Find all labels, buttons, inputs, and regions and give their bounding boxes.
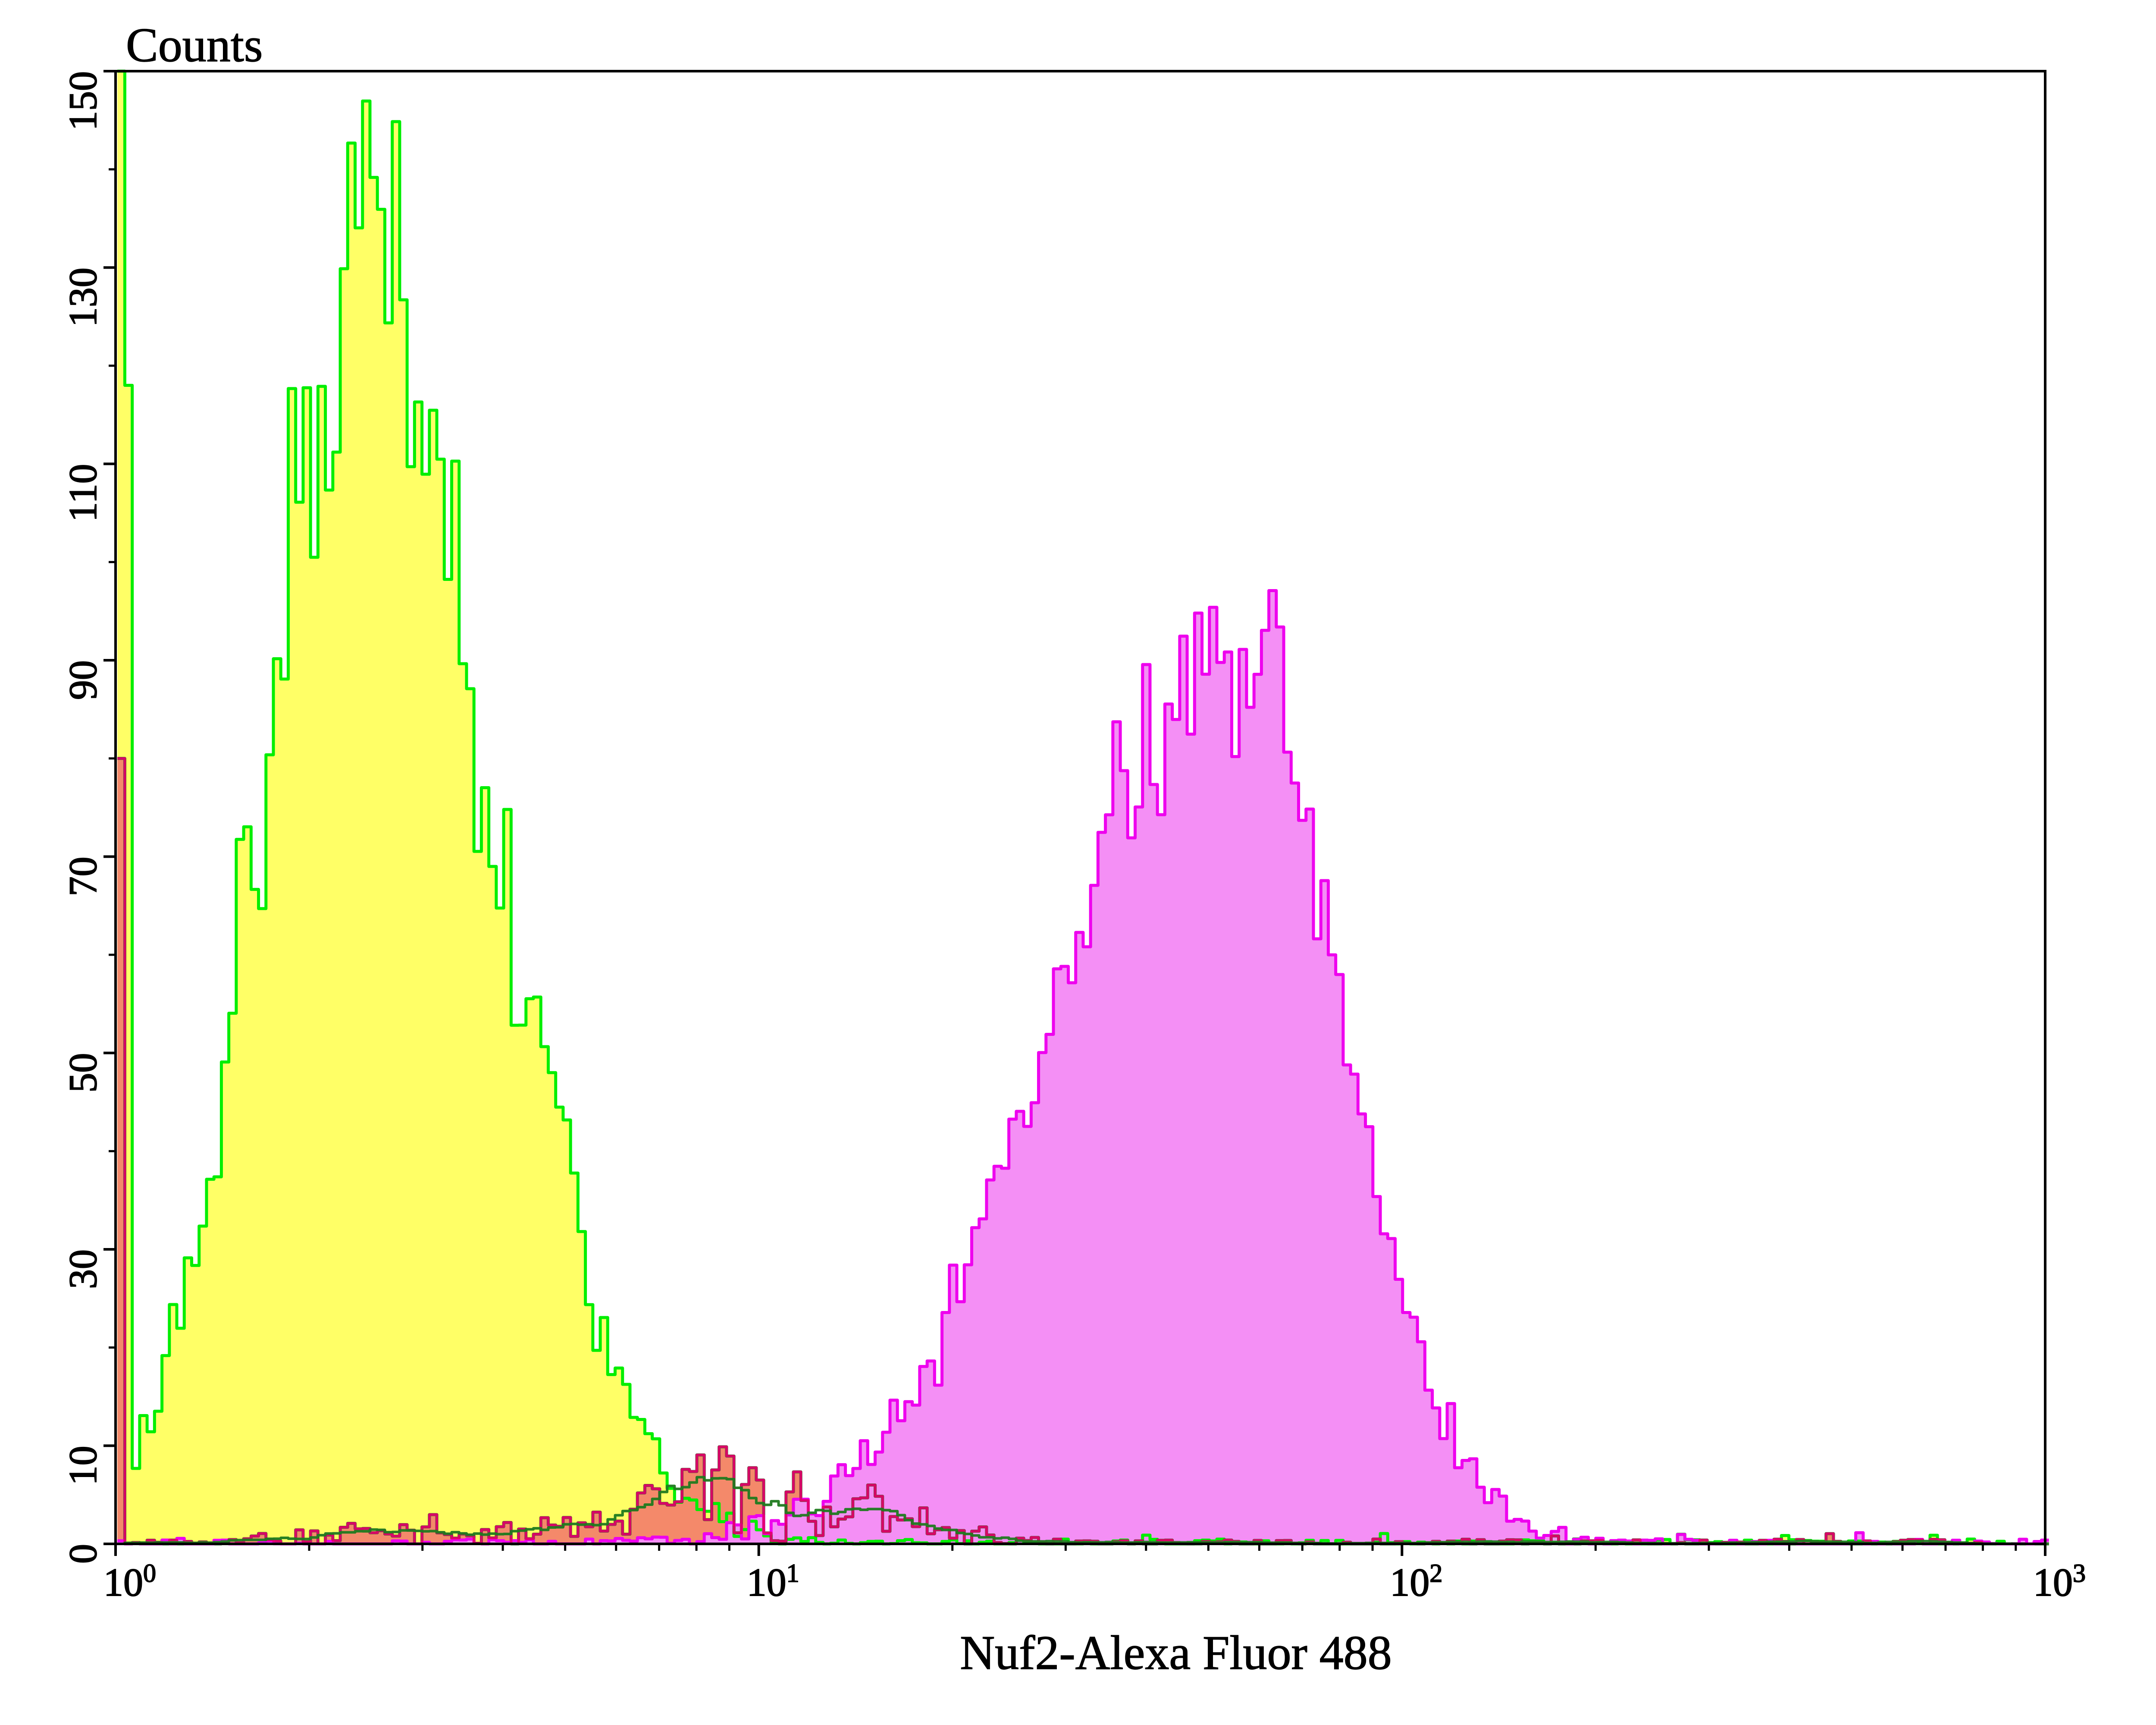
svg-text:90: 90 (61, 660, 105, 700)
svg-text:0: 0 (61, 1544, 105, 1564)
svg-text:10: 10 (61, 1446, 105, 1485)
svg-text:150: 150 (61, 71, 105, 131)
svg-text:130: 130 (61, 267, 105, 327)
svg-text:Nuf2-Alexa Fluor 488: Nuf2-Alexa Fluor 488 (960, 1626, 1392, 1680)
svg-text:50: 50 (61, 1053, 105, 1093)
svg-text:Counts: Counts (126, 19, 263, 72)
svg-text:110: 110 (61, 464, 105, 522)
svg-text:70: 70 (61, 856, 105, 896)
svg-text:30: 30 (61, 1249, 105, 1289)
